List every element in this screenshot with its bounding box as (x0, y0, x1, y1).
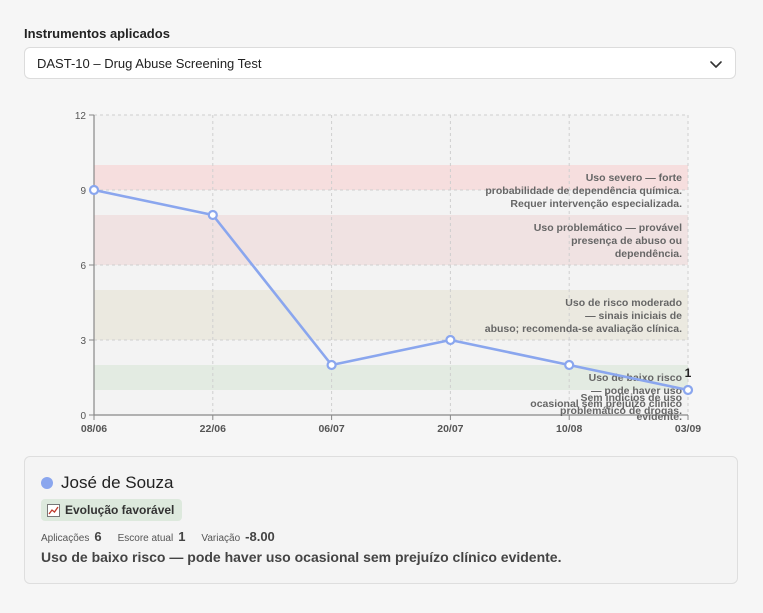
stat-label: Aplicações (41, 533, 90, 544)
trend-chart-icon (47, 503, 60, 517)
stat-label: Escore atual (117, 533, 174, 544)
y-tick-label: 6 (80, 261, 86, 272)
data-point (682, 384, 694, 396)
series-color-dot (41, 477, 53, 489)
x-tick-label: 08/06 (81, 423, 107, 435)
risk-band-label-line: presença de abuso ou (571, 235, 682, 247)
stat-value: -8.00 (245, 529, 275, 544)
x-tick-label: 20/07 (437, 423, 463, 435)
status-badge: Evolução favorável (41, 499, 183, 521)
risk-band-label-line: Uso problemático — provável (534, 222, 682, 234)
risk-band-label-line: problemático de drogas. (560, 405, 682, 417)
series-line (93, 188, 689, 392)
risk-band-label-line: ocasional sem prejuízo clínico (530, 398, 682, 410)
instrument-select[interactable]: DAST-10 – Drug Abuse Screening Test (24, 47, 736, 79)
risk-band-label: Uso de risco moderado — sinais iniciais d… (485, 297, 682, 335)
status-badge-label: Evolução favorável (65, 503, 175, 517)
score-evolution-chart: 0 3 6 9 12 08/06 22/06 06/07 20/07 10/08 03/09 Uso… (75, 111, 701, 435)
risk-band-label-line: dependência. (615, 248, 682, 260)
x-tick-label: 03/09 (675, 423, 701, 435)
x-tick-label: 22/06 (200, 423, 226, 435)
stat-label: Variação (201, 533, 241, 544)
risk-band-label-line: Uso severo — forte (586, 172, 682, 184)
data-point (326, 359, 337, 371)
stat-value: 6 (94, 529, 102, 544)
instruments-label: Instrumentos aplicados (24, 26, 170, 41)
risk-band-label-line: probabilidade de dependência química. (485, 185, 682, 197)
risk-band-label-line: — sinais iniciais de (585, 310, 682, 322)
chevron-down-icon (710, 61, 722, 68)
stat-applications: Aplicações 6 (41, 529, 102, 544)
stat-current-score: Escore atual 1 (118, 529, 186, 544)
y-tick-label: 3 (80, 336, 86, 347)
stat-variation: Variação -8.00 (201, 529, 274, 544)
risk-band-label: Uso problemático — provável presença de a… (534, 222, 682, 260)
risk-band-label-line: Requer intervenção especializada. (510, 198, 682, 210)
x-tick-label: 06/07 (318, 423, 344, 435)
risk-band (94, 165, 688, 190)
data-label: 1 (685, 366, 692, 380)
instrument-select-value: DAST-10 – Drug Abuse Screening Test (37, 56, 262, 71)
data-point (445, 334, 456, 346)
risk-band (94, 290, 688, 340)
x-tick-label: 10/08 (556, 423, 582, 435)
risk-band-label-line: abuso; recomenda-se avaliação clínica. (485, 323, 682, 335)
y-tick-label: 9 (80, 186, 86, 197)
y-tick-label: 0 (80, 411, 86, 422)
y-tick-label: 12 (75, 111, 87, 122)
stat-value: 1 (178, 529, 186, 544)
risk-band-label-line: Uso de risco moderado (565, 297, 682, 309)
patient-stats: Aplicações 6 Escore atual 1 Variação -8.… (41, 529, 275, 544)
risk-band-label: Sem indícios de uso problemático de droga… (560, 392, 682, 417)
risk-band (94, 215, 688, 265)
patient-name: José de Souza (61, 473, 174, 492)
data-point (564, 359, 575, 371)
patient-card: José de Souza Evolução favorável Aplicaç… (24, 456, 738, 584)
risk-band-label-line: Sem indícios de uso (580, 392, 682, 404)
data-point (207, 209, 218, 221)
data-point (88, 184, 100, 196)
score-interpretation: Uso de baixo risco — pode haver uso ocas… (41, 549, 562, 565)
risk-band-label-line: — pode haver uso (591, 385, 682, 397)
risk-band-label: Uso severo — forte probabilidade de depen… (485, 172, 682, 210)
risk-band-label-line: evidente. (636, 411, 682, 423)
